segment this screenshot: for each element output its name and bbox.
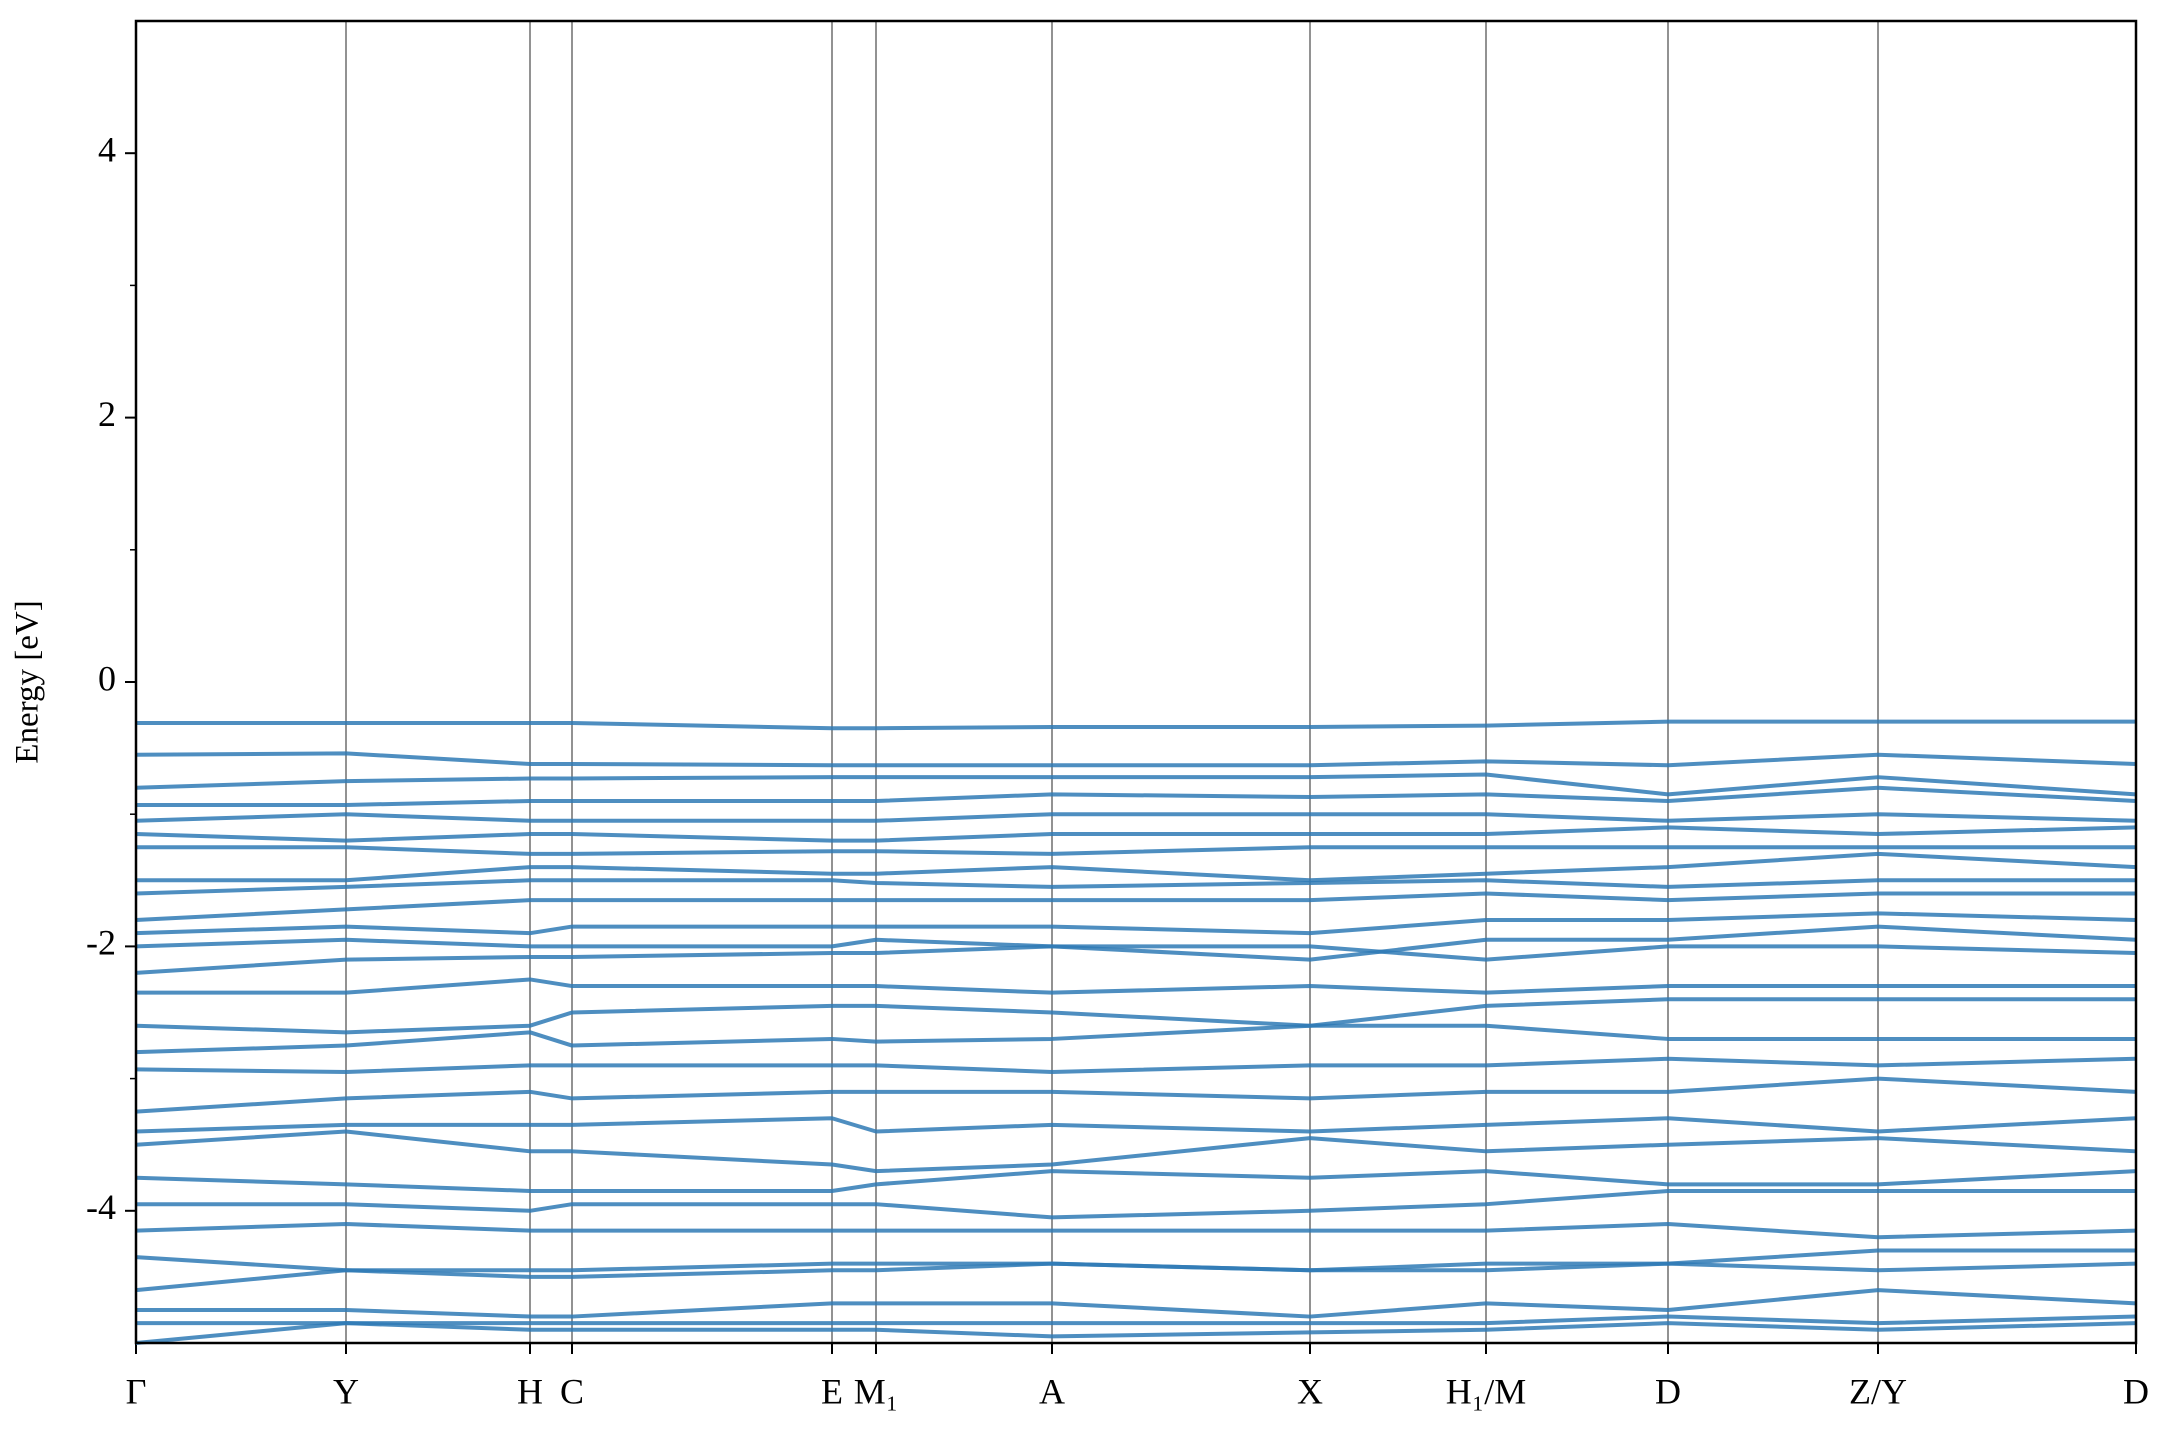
band-line <box>135 944 2137 975</box>
x-tick-label: D <box>2123 1371 2149 1411</box>
band-line <box>135 1056 2137 1074</box>
y-tick-label: 0 <box>98 658 116 698</box>
x-tick-label: D <box>1655 1371 1681 1411</box>
y-axis-label: Energy [eV] <box>10 600 46 763</box>
band-line <box>135 911 2137 936</box>
band-line <box>135 1076 2137 1114</box>
band-line <box>136 1188 2136 1220</box>
band-line <box>135 924 2137 962</box>
plot-frame <box>134 19 2138 1345</box>
x-tick-label: X <box>1297 1371 1323 1411</box>
band-line <box>136 845 2136 856</box>
x-tick-label: A <box>1039 1371 1065 1411</box>
band-line <box>135 812 2137 823</box>
band-line <box>136 977 2136 995</box>
band-line <box>135 1169 2137 1193</box>
band-line <box>135 1248 2136 1293</box>
x-tick-label: Γ <box>126 1371 147 1411</box>
x-tick-label: M₁ <box>854 1371 899 1411</box>
band-line <box>135 1321 2137 1345</box>
band-line <box>136 785 2137 807</box>
band-line <box>135 997 2136 1035</box>
band-line <box>136 1314 2137 1326</box>
band-line <box>136 1288 2137 1319</box>
band-line <box>135 751 2137 768</box>
band-line <box>135 1222 2137 1240</box>
band-line <box>136 851 2137 883</box>
y-tick-label: 2 <box>98 394 116 434</box>
band-line <box>135 1255 2137 1273</box>
band-line <box>135 1023 2136 1055</box>
x-tick-label: H <box>517 1371 543 1411</box>
y-tick-label: -4 <box>86 1187 116 1227</box>
x-tick-label: E <box>821 1371 843 1411</box>
band-line <box>135 1129 2137 1174</box>
band-line <box>135 825 2137 843</box>
band-line <box>135 878 2136 896</box>
y-tick-label: 4 <box>98 129 116 169</box>
x-tick-label: Z/Y <box>1849 1371 1907 1411</box>
band-line <box>135 772 2137 797</box>
band-line <box>135 1116 2137 1134</box>
band-line <box>135 891 2136 922</box>
band-line <box>136 719 2136 731</box>
x-tick-label: Y <box>333 1371 359 1411</box>
y-tick-label: -2 <box>86 923 116 963</box>
x-tick-label: C <box>560 1371 584 1411</box>
x-tick-label: H₁/M <box>1446 1371 1527 1411</box>
